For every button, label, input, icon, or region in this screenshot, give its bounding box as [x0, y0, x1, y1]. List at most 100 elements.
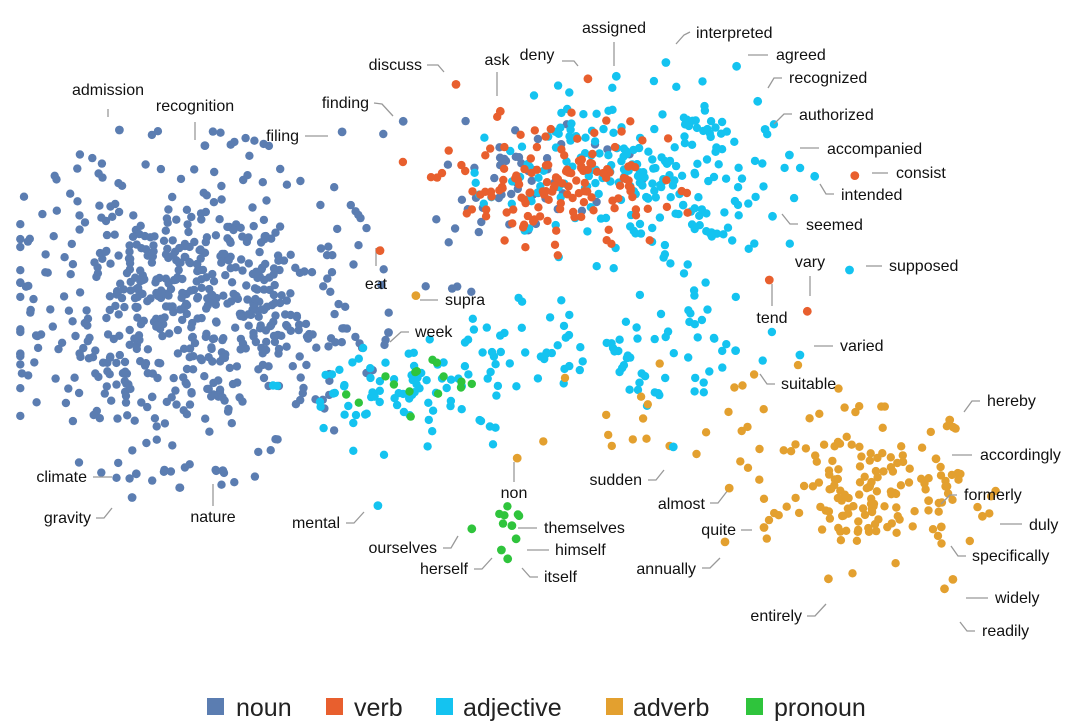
leader-line-discuss	[427, 64, 445, 73]
noun-point	[123, 411, 132, 420]
adjective-point	[680, 120, 690, 129]
adjective-point	[621, 146, 631, 156]
noun-point	[291, 263, 300, 272]
legend-item-pronoun[interactable]: pronoun	[746, 694, 866, 722]
label-discuss: discuss	[369, 57, 422, 74]
adjective-point	[599, 124, 608, 134]
noun-point	[176, 174, 186, 184]
adjective-point	[594, 189, 603, 199]
noun-point	[286, 250, 295, 259]
adjective-point	[366, 364, 375, 373]
adjective-point	[601, 213, 611, 223]
annotated-point-specifically	[936, 522, 946, 532]
noun-point	[224, 256, 233, 265]
annotated-point-entirely	[824, 574, 833, 584]
adjective-point	[553, 341, 562, 350]
noun-point	[444, 238, 453, 247]
adverb-point	[855, 442, 864, 451]
noun-point	[137, 398, 146, 407]
adjective-point	[361, 410, 370, 419]
verb-point	[628, 192, 637, 202]
adjective-point	[425, 335, 434, 344]
noun-point	[92, 272, 101, 282]
adverb-point	[642, 434, 651, 443]
adjective-point	[717, 145, 727, 154]
pronoun-point	[433, 389, 443, 398]
noun-point	[324, 342, 333, 351]
adjective-point	[399, 407, 409, 417]
noun-point	[154, 358, 163, 368]
adjective-point	[423, 442, 432, 451]
noun-point	[59, 292, 69, 301]
adjective-point	[780, 163, 789, 173]
noun-point	[25, 234, 34, 243]
noun-point	[134, 283, 143, 292]
noun-point	[329, 426, 339, 435]
noun-point	[184, 227, 193, 237]
noun-point	[190, 338, 200, 348]
noun-point	[52, 206, 61, 215]
label-itself: itself	[544, 569, 577, 586]
label-authorized: authorized	[799, 107, 874, 124]
adverb-point	[860, 510, 870, 520]
annotated-point-herself	[497, 545, 506, 555]
legend-item-verb[interactable]: verb	[326, 694, 403, 722]
noun-point	[259, 373, 269, 383]
verb-point	[552, 226, 561, 235]
noun-point	[129, 211, 138, 220]
noun-point	[138, 289, 147, 299]
noun-point	[112, 473, 121, 482]
adjective-point	[734, 211, 743, 220]
adjective-point	[690, 387, 699, 396]
noun-point	[26, 305, 35, 315]
noun-point	[324, 242, 333, 251]
noun-point	[250, 472, 260, 481]
noun-point	[143, 297, 152, 306]
legend-item-adjective[interactable]: adjective	[436, 694, 562, 722]
noun-point	[330, 183, 339, 192]
noun-point	[262, 196, 271, 205]
verb-point	[541, 161, 551, 170]
noun-point	[68, 416, 78, 426]
verb-point	[468, 187, 477, 196]
adjective-point	[750, 156, 760, 166]
adverb-point	[948, 495, 957, 504]
annotated-point-nature	[218, 466, 228, 475]
adverb-point	[730, 383, 739, 392]
noun-point	[134, 331, 144, 340]
adverb-point	[811, 451, 820, 460]
noun-point	[495, 153, 505, 162]
verb-point	[590, 128, 599, 138]
adjective-point	[767, 327, 777, 337]
legend-item-noun[interactable]: noun	[207, 694, 292, 722]
adjective-point	[409, 348, 418, 357]
noun-point	[158, 331, 167, 341]
pronoun-point	[412, 367, 421, 376]
label-supra: supra	[445, 292, 485, 309]
adjective-point	[678, 201, 688, 210]
label-accordingly: accordingly	[980, 447, 1061, 464]
noun-point	[16, 360, 25, 369]
adverb-point	[866, 499, 876, 509]
noun-point	[61, 398, 71, 408]
adverb-point	[951, 424, 960, 433]
noun-point	[114, 179, 123, 188]
adjective-point	[723, 223, 733, 232]
noun-point	[209, 334, 219, 343]
adjective-point	[478, 348, 487, 357]
verb-point	[555, 204, 565, 214]
adjective-point	[379, 450, 389, 459]
label-climate: climate	[36, 469, 87, 486]
adjective-point	[629, 145, 638, 155]
adjective-point	[684, 353, 693, 362]
noun-point	[52, 175, 61, 184]
noun-point	[245, 151, 254, 160]
noun-point	[126, 384, 135, 394]
adjective-point	[514, 293, 523, 303]
noun-point	[262, 302, 272, 311]
adjective-point	[684, 306, 693, 315]
legend-item-adverb[interactable]: adverb	[606, 694, 709, 722]
adjective-point	[643, 193, 652, 203]
noun-point	[121, 398, 131, 407]
adverb-point	[815, 409, 824, 418]
